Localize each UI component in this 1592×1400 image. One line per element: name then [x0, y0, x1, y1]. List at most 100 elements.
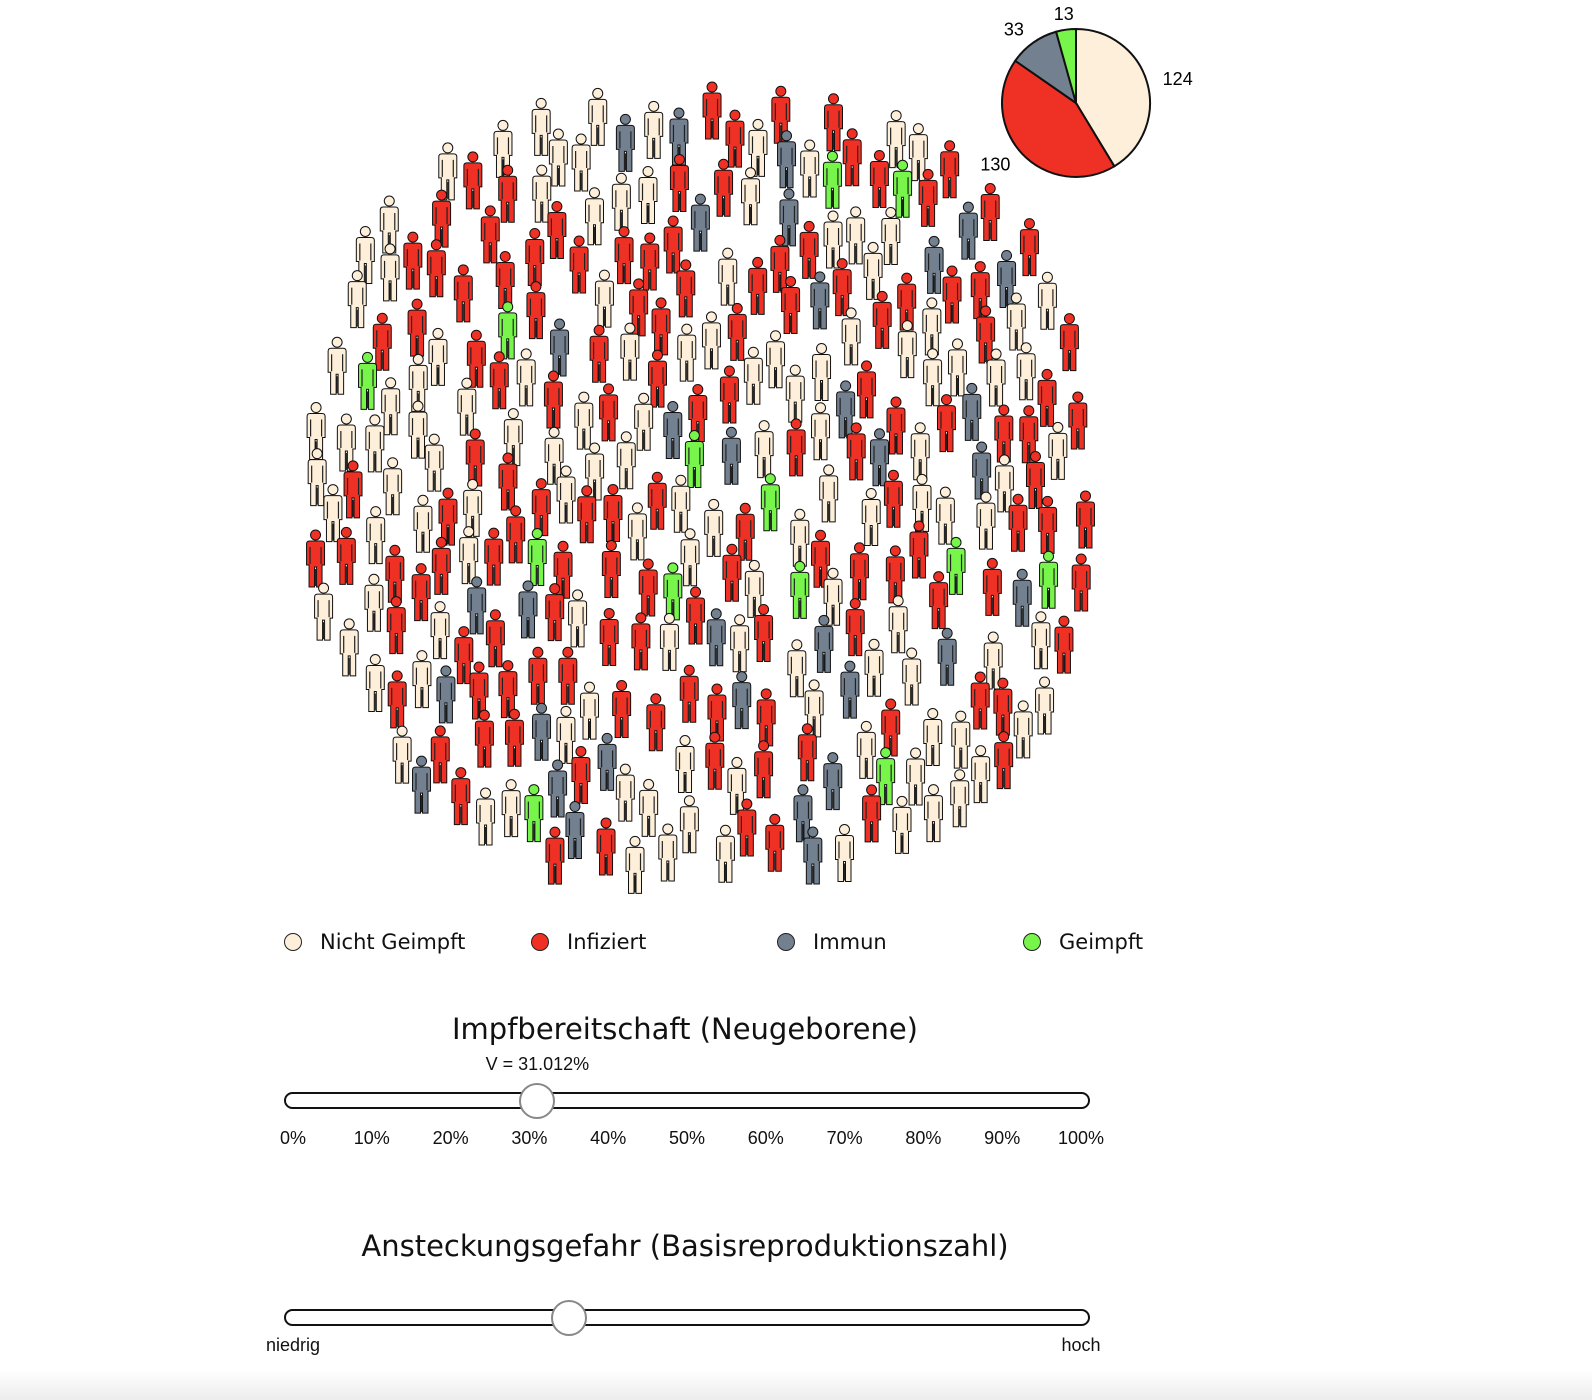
person-figure: [480, 205, 500, 264]
person-figure: [489, 351, 509, 410]
person-figure: [1059, 313, 1080, 372]
person-figure: [1075, 490, 1096, 549]
person-figure: [569, 235, 589, 294]
person-figure: [706, 608, 726, 667]
person-figure: [785, 364, 805, 423]
person-figure: [364, 573, 384, 632]
person-figure: [721, 426, 742, 485]
person-figure: [614, 226, 634, 285]
person-figure: [506, 505, 526, 564]
person-figure: [615, 763, 635, 822]
person-figure: [403, 231, 423, 290]
person-figure: [659, 612, 680, 671]
person-figure: [647, 471, 667, 530]
legend-label: Infiziert: [567, 930, 647, 954]
person-figure: [799, 220, 819, 279]
person-figure: [366, 506, 386, 565]
person-figure: [579, 681, 600, 740]
person-figure: [357, 351, 378, 410]
person-figure: [754, 420, 774, 479]
person-figure: [1031, 611, 1051, 670]
infection-slider[interactable]: [284, 1309, 1090, 1326]
vaccination-slider-title: Impfbereitschaft (Neugeborene): [451, 1012, 918, 1046]
person-figure: [475, 787, 496, 846]
person-figure: [545, 826, 565, 885]
person-figure: [810, 402, 831, 461]
person-figure: [753, 740, 774, 799]
person-figure: [735, 502, 755, 561]
window-bottom-edge: [0, 1370, 1592, 1400]
vaccination-slider[interactable]: [284, 1092, 1090, 1109]
person-figure: [679, 795, 699, 854]
person-figure: [543, 370, 564, 429]
person-figure: [1038, 550, 1059, 609]
person-figure: [923, 707, 943, 767]
person-figure: [589, 324, 609, 383]
person-figure: [387, 670, 407, 729]
person-figure: [516, 348, 536, 407]
person-figure: [1054, 615, 1074, 674]
person-figure: [411, 563, 431, 622]
person-figure: [856, 720, 876, 779]
person-figure: [982, 557, 1002, 617]
person-figure: [702, 81, 722, 140]
person-figure: [962, 382, 982, 442]
legend-label: Nicht Geimpft: [320, 930, 466, 954]
person-figure: [958, 201, 978, 260]
legend-swatch: [777, 933, 795, 951]
pie-label: 130: [980, 155, 1010, 175]
person-figure: [971, 745, 991, 804]
person-figure: [819, 464, 839, 523]
person-figure: [323, 483, 343, 543]
person-figure: [428, 327, 448, 387]
person-figure: [743, 346, 763, 405]
person-figure: [526, 281, 546, 340]
person-figure: [639, 778, 659, 837]
vaccination-slider-thumb[interactable]: [519, 1083, 556, 1119]
person-figure: [1071, 553, 1091, 612]
person-figure: [385, 544, 405, 603]
person-figure: [910, 422, 930, 481]
person-figure: [980, 182, 1000, 242]
person-figure: [584, 187, 605, 246]
person-figure: [594, 269, 615, 328]
person-figure: [822, 150, 843, 209]
person-figure: [646, 693, 666, 752]
person-figure: [765, 813, 785, 872]
person-figure: [675, 734, 695, 794]
person-figure: [485, 609, 505, 668]
pie-label: 124: [1163, 69, 1193, 89]
pie-slice-geimpft: [1054, 27, 1077, 104]
person-figure: [950, 769, 970, 828]
person-figure: [383, 457, 403, 516]
person-figure: [1013, 700, 1033, 759]
person-figure: [902, 647, 922, 706]
infection-max-label: hoch: [1061, 1335, 1101, 1355]
slider-tick-label: 10%: [353, 1128, 390, 1148]
person-figure: [430, 600, 450, 660]
person-figure: [381, 377, 401, 436]
person-figure: [732, 671, 752, 730]
person-figure: [438, 487, 458, 546]
pie-slice-infiziert: [1001, 59, 1116, 178]
person-figure: [501, 779, 521, 838]
person-figure: [1008, 493, 1028, 552]
person-figure: [892, 795, 912, 854]
person-figure: [412, 650, 432, 709]
person-figure: [719, 365, 740, 424]
person-figure: [1034, 676, 1055, 735]
legend-swatch: [1023, 933, 1041, 951]
person-figure: [856, 360, 877, 419]
person-figure: [407, 298, 427, 357]
person-figure: [846, 206, 866, 265]
infection-slider-thumb[interactable]: [550, 1300, 587, 1336]
person-figure: [823, 93, 844, 152]
person-figure: [558, 646, 578, 705]
person-figure: [722, 543, 742, 602]
person-figure: [790, 560, 810, 619]
person-figure: [528, 646, 548, 705]
vaccination-value-label: V = 31.012%: [485, 1054, 590, 1074]
person-figure: [372, 312, 392, 371]
person-figure: [869, 149, 889, 209]
person-figure: [823, 752, 843, 811]
